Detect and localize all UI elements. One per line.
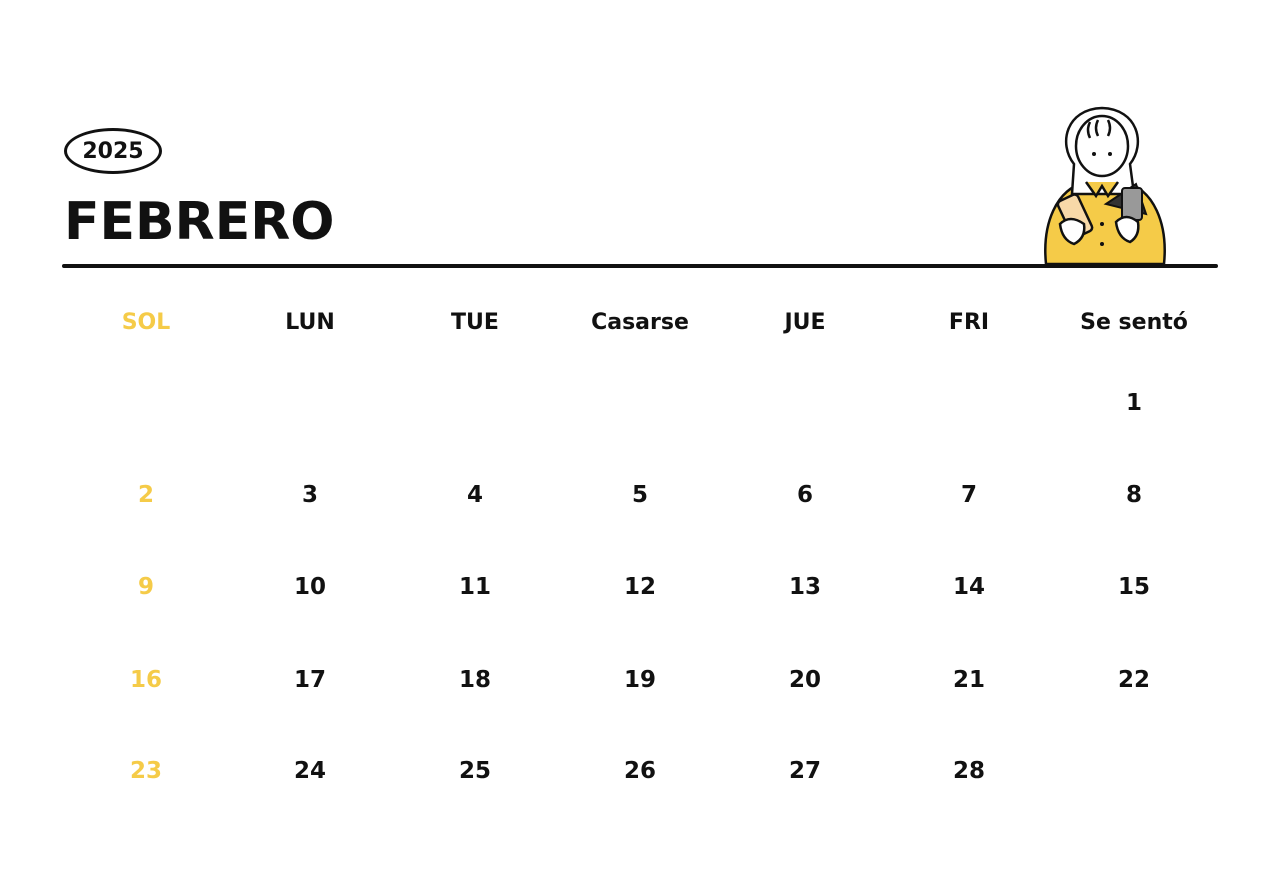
day-cell: 5 [631, 482, 648, 508]
month-title: FEBRERO [64, 192, 335, 252]
day-cell: 4 [466, 482, 483, 508]
day-cell: 9 [137, 574, 154, 600]
day-cell: 21 [952, 667, 985, 693]
day-cell: 22 [1117, 667, 1150, 693]
weekday-header: TUE [451, 310, 499, 335]
day-cell: 3 [301, 482, 318, 508]
weekday-header: SOL [121, 310, 171, 335]
day-cell: 14 [952, 574, 985, 600]
weekday-header: LUN [285, 310, 335, 335]
divider [62, 264, 1218, 268]
day-cell: 2 [137, 482, 154, 508]
year-label: 2025 [82, 138, 144, 164]
day-cell: 12 [623, 574, 656, 600]
day-cell: 28 [952, 758, 985, 784]
day-cell: 17 [293, 667, 326, 693]
day-cell: 27 [788, 758, 821, 784]
day-cell: 10 [293, 574, 326, 600]
day-cell: 23 [129, 758, 162, 784]
day-cell: 25 [458, 758, 491, 784]
day-cell: 15 [1117, 574, 1150, 600]
day-cell: 24 [293, 758, 326, 784]
girl-illustration [1044, 106, 1166, 266]
day-cell: 13 [788, 574, 821, 600]
weekday-header: Se sentó [1080, 310, 1188, 335]
day-cell: 1 [1125, 390, 1142, 416]
day-cell: 7 [960, 482, 977, 508]
day-cell: 11 [458, 574, 491, 600]
weekday-header: JUE [784, 310, 826, 335]
weekday-header: Casarse [591, 310, 689, 335]
day-cell: 19 [623, 667, 656, 693]
day-cell: 18 [458, 667, 491, 693]
day-cell: 8 [1125, 482, 1142, 508]
day-cell: 26 [623, 758, 656, 784]
year-badge: 2025 [64, 128, 162, 174]
day-cell: 6 [796, 482, 813, 508]
weekday-header: FRI [948, 310, 990, 335]
day-cell: 20 [788, 667, 821, 693]
day-cell: 16 [129, 667, 162, 693]
